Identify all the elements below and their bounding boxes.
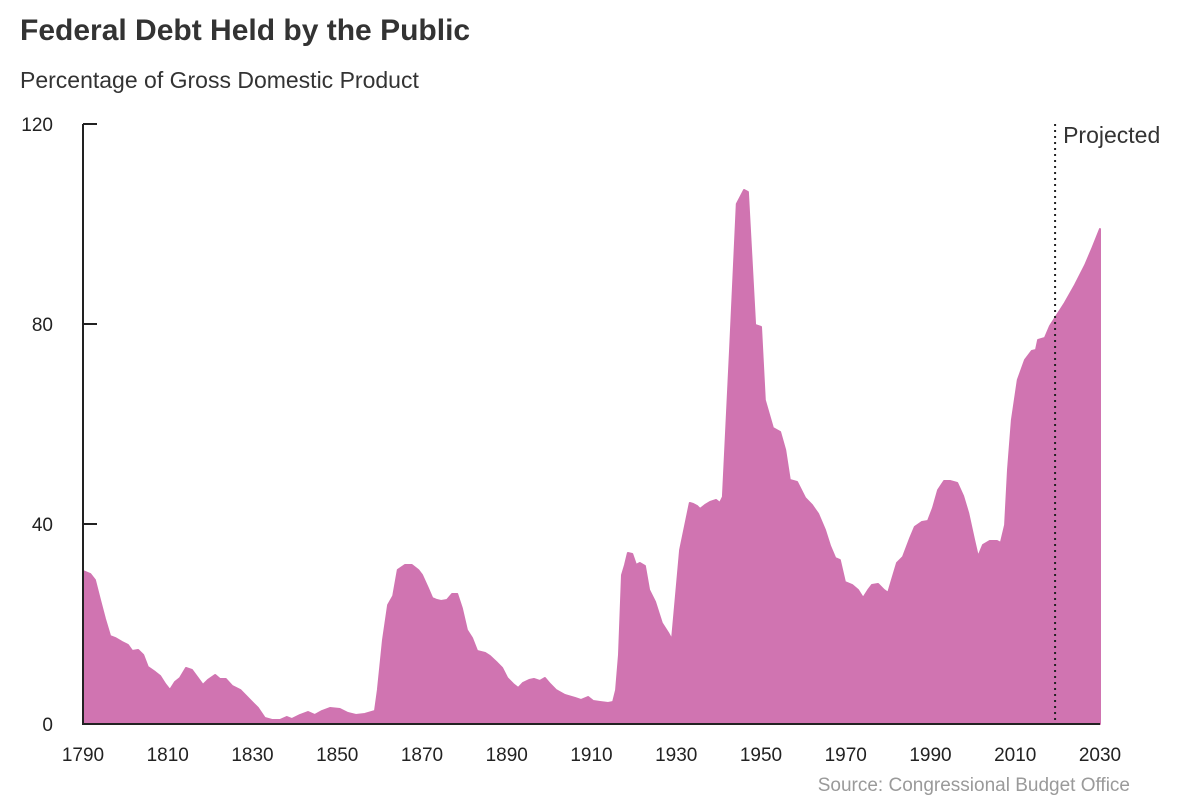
chart-subtitle: Percentage of Gross Domestic Product	[20, 67, 419, 93]
y-tick-label: 0	[42, 715, 53, 736]
y-axis-ticks: 0 40 80 120	[21, 115, 97, 736]
x-tick-label: 1790	[62, 745, 104, 766]
x-axis-ticks: 1790 1810 1830 1850 1870 1890 1910 1930 1950 1970…	[62, 745, 1121, 766]
x-tick-label: 1950	[740, 745, 782, 766]
source-note: Source: Congressional Budget Office	[817, 775, 1130, 796]
x-tick-label: 2030	[1079, 745, 1121, 766]
y-tick-label: 80	[32, 315, 53, 336]
projected-label: Projected	[1063, 122, 1160, 148]
debt-area	[82, 189, 1101, 725]
x-tick-label: 1890	[486, 745, 528, 766]
x-tick-label: 1910	[570, 745, 612, 766]
x-tick-label: 1830	[231, 745, 273, 766]
y-tick-label: 120	[21, 115, 53, 136]
x-tick-label: 1810	[147, 745, 189, 766]
chart-title: Federal Debt Held by the Public	[20, 14, 471, 47]
x-tick-label: 1990	[909, 745, 951, 766]
x-tick-label: 2010	[994, 745, 1036, 766]
y-tick-label: 40	[32, 515, 53, 536]
axes	[82, 124, 1100, 725]
x-tick-label: 1930	[655, 745, 697, 766]
x-tick-label: 1870	[401, 745, 443, 766]
x-tick-label: 1970	[825, 745, 867, 766]
x-tick-label: 1850	[316, 745, 358, 766]
